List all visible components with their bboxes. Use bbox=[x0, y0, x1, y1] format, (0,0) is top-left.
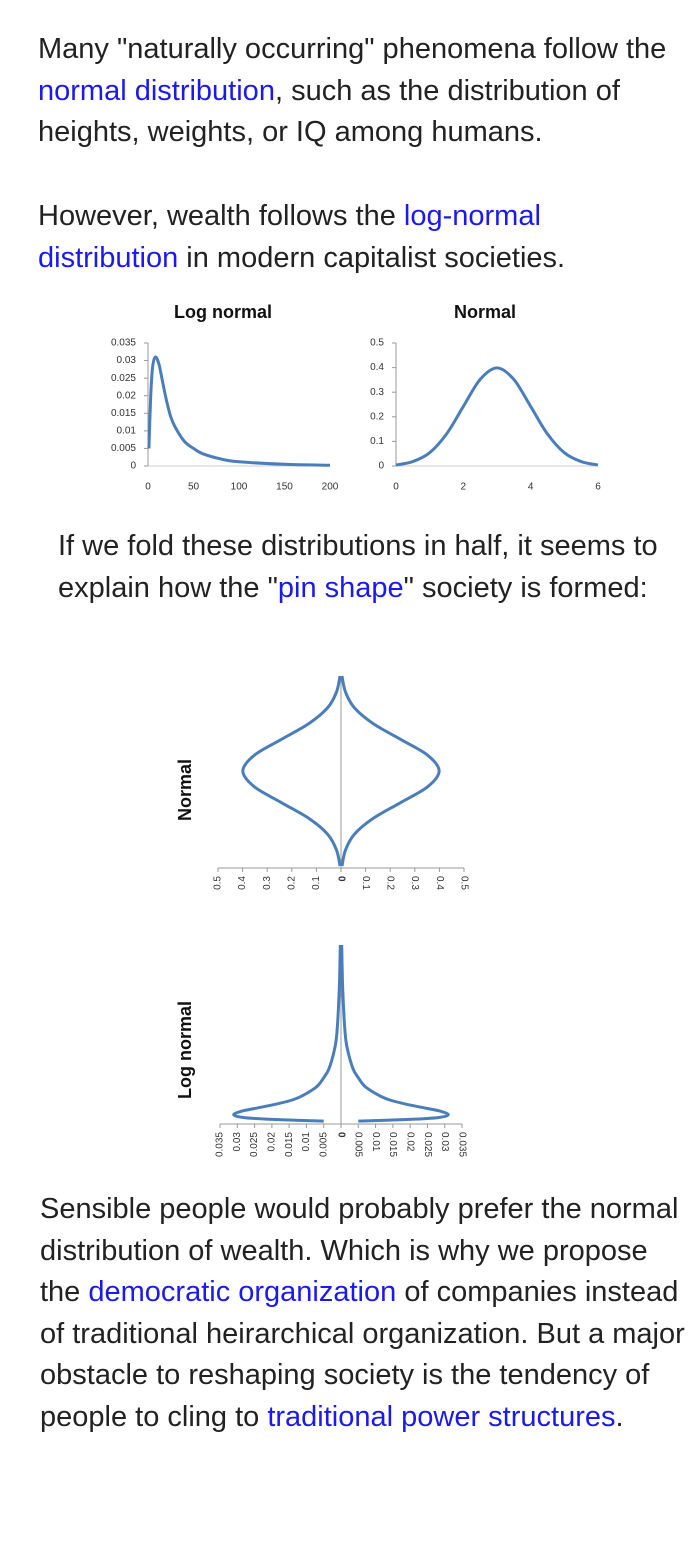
value-tick-label: 0.1 bbox=[360, 876, 371, 890]
link[interactable]: democratic organization bbox=[88, 1276, 397, 1309]
text-run: However, wealth follows the bbox=[38, 200, 404, 232]
value-tick-label: 0.03 bbox=[439, 1132, 450, 1152]
x-tick-label: 0 bbox=[393, 482, 399, 493]
y-tick-label: 0 bbox=[378, 461, 384, 472]
chart-title: Normal bbox=[454, 302, 516, 322]
value-tick-label: 0.025 bbox=[249, 1132, 260, 1157]
x-tick-label: 0 bbox=[145, 482, 151, 493]
curve bbox=[340, 675, 441, 867]
value-tick-label: 0.01 bbox=[301, 1132, 312, 1152]
y-tick-label: 0.03 bbox=[117, 355, 137, 366]
value-tick-label: 0.2 bbox=[385, 876, 396, 890]
value-tick-label: 0 bbox=[335, 1132, 346, 1138]
link[interactable]: traditional power structures bbox=[267, 1400, 616, 1433]
value-tick-label: 0.4 bbox=[237, 876, 248, 890]
value-tick-label: 0.4 bbox=[434, 876, 445, 890]
y-tick-label: 0.015 bbox=[111, 408, 136, 419]
text-run: Sensible people would probably prefer th… bbox=[40, 1193, 679, 1309]
curve bbox=[395, 366, 599, 467]
link[interactable]: log-normal distribution bbox=[38, 200, 541, 274]
x-tick-label: 200 bbox=[322, 482, 339, 493]
value-tick-label: 0.015 bbox=[284, 1132, 295, 1157]
x-tick-label: 4 bbox=[528, 482, 534, 493]
value-tick-label: 0.5 bbox=[213, 876, 224, 890]
paragraph: However, wealth follows the log-normal d… bbox=[38, 196, 678, 279]
y-tick-label: 0.005 bbox=[111, 443, 136, 454]
value-tick-label: 0.025 bbox=[422, 1132, 433, 1157]
value-tick-label: 0.015 bbox=[387, 1132, 398, 1157]
curve bbox=[340, 944, 450, 1123]
value-tick-label: 0.5 bbox=[458, 876, 469, 890]
text-run: Many "naturally occurring" phenomena fol… bbox=[38, 33, 667, 65]
x-tick-label: 2 bbox=[461, 482, 467, 493]
y-tick-label: 0.035 bbox=[111, 338, 136, 349]
y-tick-label: 0.02 bbox=[117, 390, 137, 401]
value-tick-label: 0.2 bbox=[286, 876, 297, 890]
value-tick-label: 0.035 bbox=[215, 1132, 226, 1157]
x-tick-label: 6 bbox=[595, 482, 601, 493]
chart-title: Log normal bbox=[175, 1001, 195, 1099]
value-tick-label: 0.005 bbox=[353, 1132, 364, 1157]
value-tick-label: 0.035 bbox=[456, 1132, 467, 1157]
y-tick-label: 0.01 bbox=[117, 425, 137, 436]
y-tick-label: 0.3 bbox=[370, 387, 384, 398]
y-tick-label: 0.4 bbox=[370, 362, 384, 373]
link[interactable]: pin shape bbox=[277, 571, 404, 604]
chart-title: Log normal bbox=[174, 302, 272, 322]
text-run: , such as the distribution of heights, w… bbox=[38, 74, 620, 149]
x-tick-label: 50 bbox=[188, 482, 200, 493]
y-tick-label: 0.5 bbox=[370, 338, 384, 349]
chart-title: Normal bbox=[175, 759, 195, 821]
x-tick-label: 150 bbox=[276, 482, 293, 493]
paragraph: Sensible people would probably prefer th… bbox=[40, 1189, 685, 1439]
value-tick-label: 0.02 bbox=[266, 1132, 277, 1152]
value-tick-label: 0.005 bbox=[318, 1132, 329, 1157]
curve bbox=[232, 944, 342, 1123]
curve bbox=[147, 355, 331, 467]
y-tick-label: 0.1 bbox=[370, 436, 384, 447]
value-tick-label: 0.3 bbox=[409, 876, 420, 890]
text-run: of companies instead of traditional heir… bbox=[40, 1276, 685, 1433]
y-tick-label: 0.025 bbox=[111, 373, 136, 384]
y-tick-label: 0 bbox=[130, 461, 136, 472]
value-tick-label: 0.1 bbox=[311, 876, 322, 890]
value-tick-label: 0.02 bbox=[405, 1132, 416, 1152]
text-run: " society is formed: bbox=[403, 571, 648, 604]
curve bbox=[241, 675, 342, 867]
value-tick-label: 0.03 bbox=[232, 1132, 243, 1152]
text-run: in modern capitalist societies. bbox=[178, 241, 566, 274]
text-run: . bbox=[615, 1400, 624, 1433]
value-tick-label: 0.3 bbox=[262, 876, 273, 890]
text-run: If we fold these distributions in half, … bbox=[58, 530, 658, 604]
y-tick-label: 0.2 bbox=[370, 411, 384, 422]
paragraph: If we fold these distributions in half, … bbox=[58, 526, 658, 609]
paragraph: Many "naturally occurring" phenomena fol… bbox=[38, 29, 678, 154]
x-tick-label: 100 bbox=[231, 482, 248, 493]
link[interactable]: normal distribution bbox=[38, 74, 275, 107]
value-tick-label: 0 bbox=[335, 876, 346, 882]
value-tick-label: 0.01 bbox=[370, 1132, 381, 1152]
